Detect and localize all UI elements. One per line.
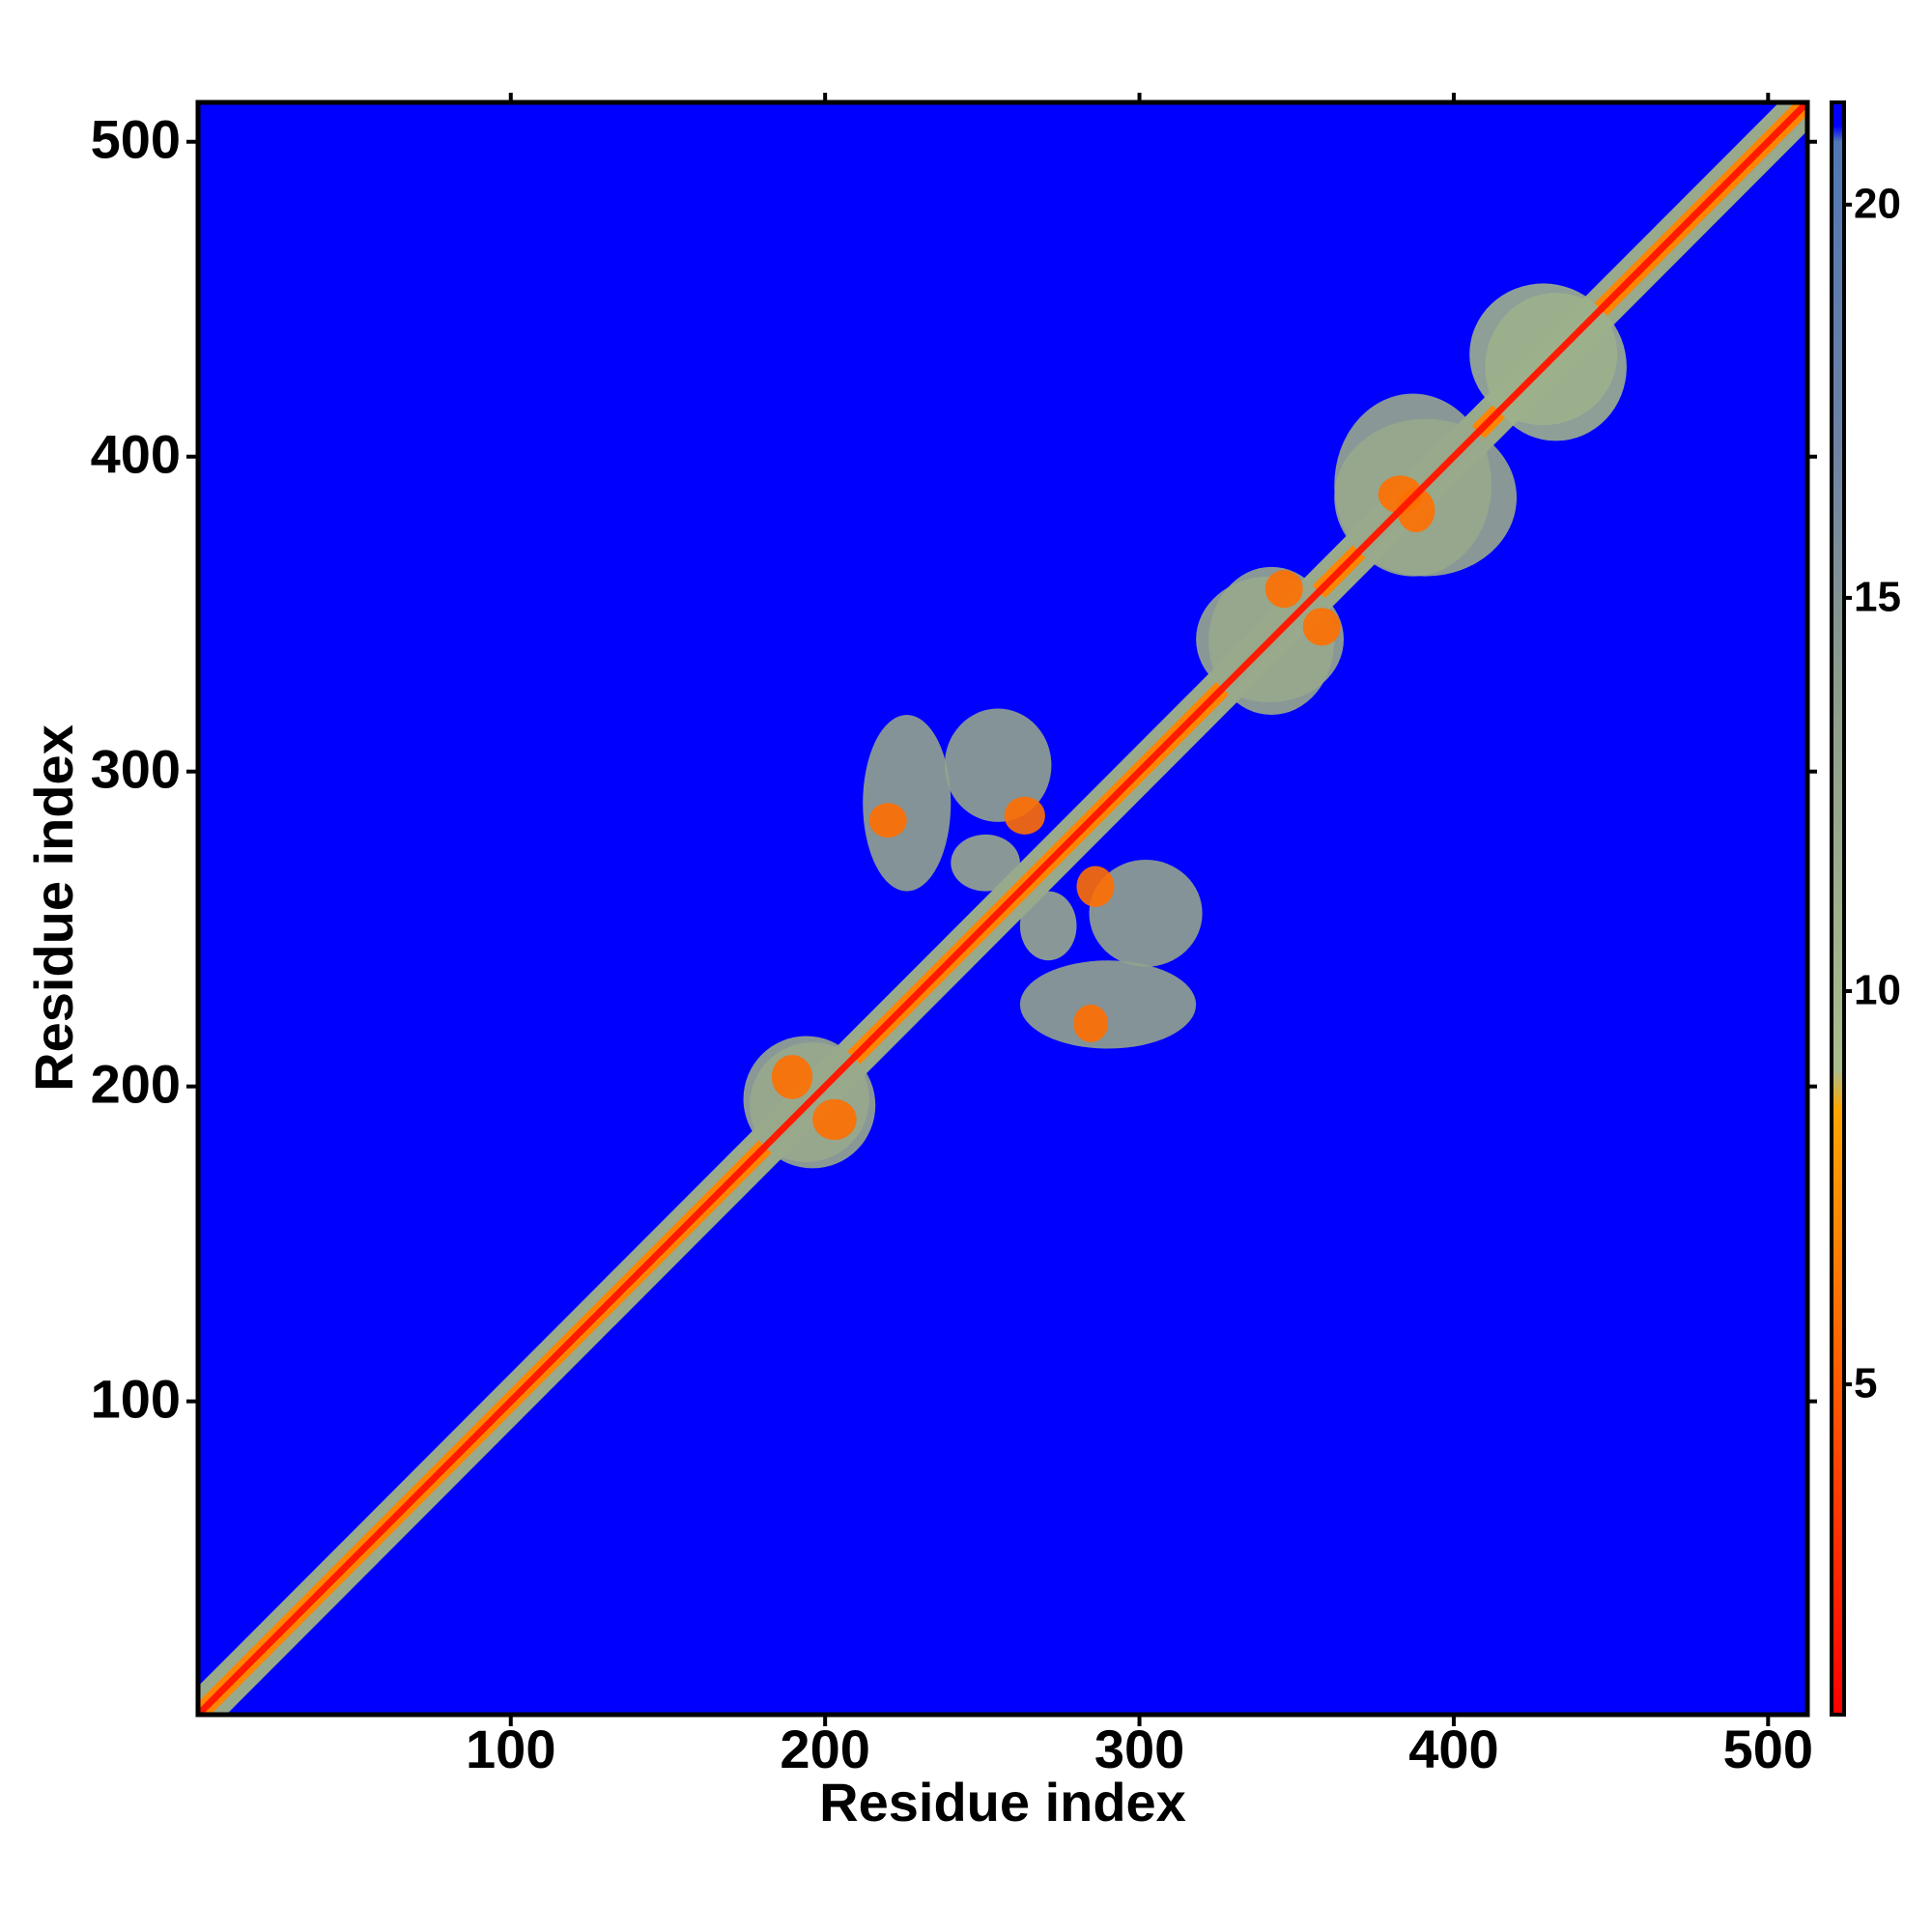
contact-patch: [1019, 960, 1197, 1049]
colorbar-tick-label: 10: [1854, 967, 1901, 1014]
x-axis-label: Residue index: [819, 1772, 1186, 1833]
contact-patch: [1004, 796, 1045, 835]
plot-area: [198, 102, 1807, 1715]
diagonal-core: [198, 102, 1807, 1715]
colorbar: [1830, 100, 1846, 1717]
contact-patch: [1019, 891, 1077, 961]
y-tick-label: 500: [91, 109, 181, 170]
contact-patch: [863, 715, 952, 892]
colorbar-tick-label: 15: [1854, 574, 1901, 621]
y-axis-label: Residue index: [23, 724, 84, 1092]
colorbar-tick-label: 20: [1854, 180, 1901, 227]
contact-patch: [1302, 608, 1341, 646]
contact-patch: [812, 1098, 857, 1141]
y-tick-label: 400: [91, 424, 181, 485]
contact-patch: [944, 708, 1052, 822]
contact-patch: [1076, 866, 1115, 907]
x-tick-label: 500: [1723, 1719, 1813, 1779]
plot-frame: [195, 99, 1810, 1718]
contact-patch: [1485, 293, 1627, 441]
contact-patch: [1264, 570, 1303, 609]
contact-patch: [1073, 1004, 1109, 1043]
colorbar-tick-label: 5: [1854, 1360, 1877, 1407]
contact-patch: [951, 834, 1020, 892]
y-tick-label: 200: [91, 1053, 181, 1114]
x-tick-label: 200: [780, 1719, 869, 1779]
contact-patch: [750, 1042, 876, 1169]
y-tick-label: 100: [91, 1368, 181, 1429]
contact-patch: [868, 803, 907, 838]
y-tick-label: 300: [91, 738, 181, 799]
contact-patch: [771, 1055, 813, 1099]
contact-patch: [1089, 859, 1203, 967]
x-tick-label: 100: [466, 1719, 555, 1779]
x-tick-label: 400: [1408, 1719, 1498, 1779]
x-tick-label: 300: [1094, 1719, 1184, 1779]
